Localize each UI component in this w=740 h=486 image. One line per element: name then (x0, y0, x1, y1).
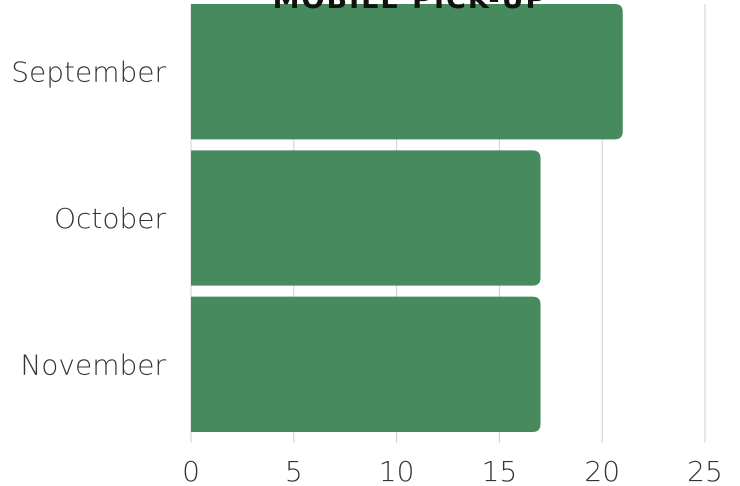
x-tick-label: 10 (379, 455, 415, 486)
category-label: November (20, 348, 166, 381)
x-tick-labels: 0 5 10 15 20 25 (182, 455, 723, 486)
category-labels: September October November (11, 56, 166, 382)
bar-group (191, 4, 623, 432)
category-label: October (54, 202, 167, 235)
bar-september (191, 4, 623, 140)
bar-november (191, 296, 541, 432)
x-tick-label: 0 (182, 455, 200, 486)
x-tick-label: 25 (687, 455, 723, 486)
x-tick-label: 15 (482, 455, 518, 486)
x-tick-label: 5 (285, 455, 303, 486)
bar-october (191, 150, 541, 286)
category-label: September (11, 56, 166, 89)
chart-title: MOBILE PICK-UP (273, 0, 548, 15)
x-tick-label: 20 (584, 455, 620, 486)
